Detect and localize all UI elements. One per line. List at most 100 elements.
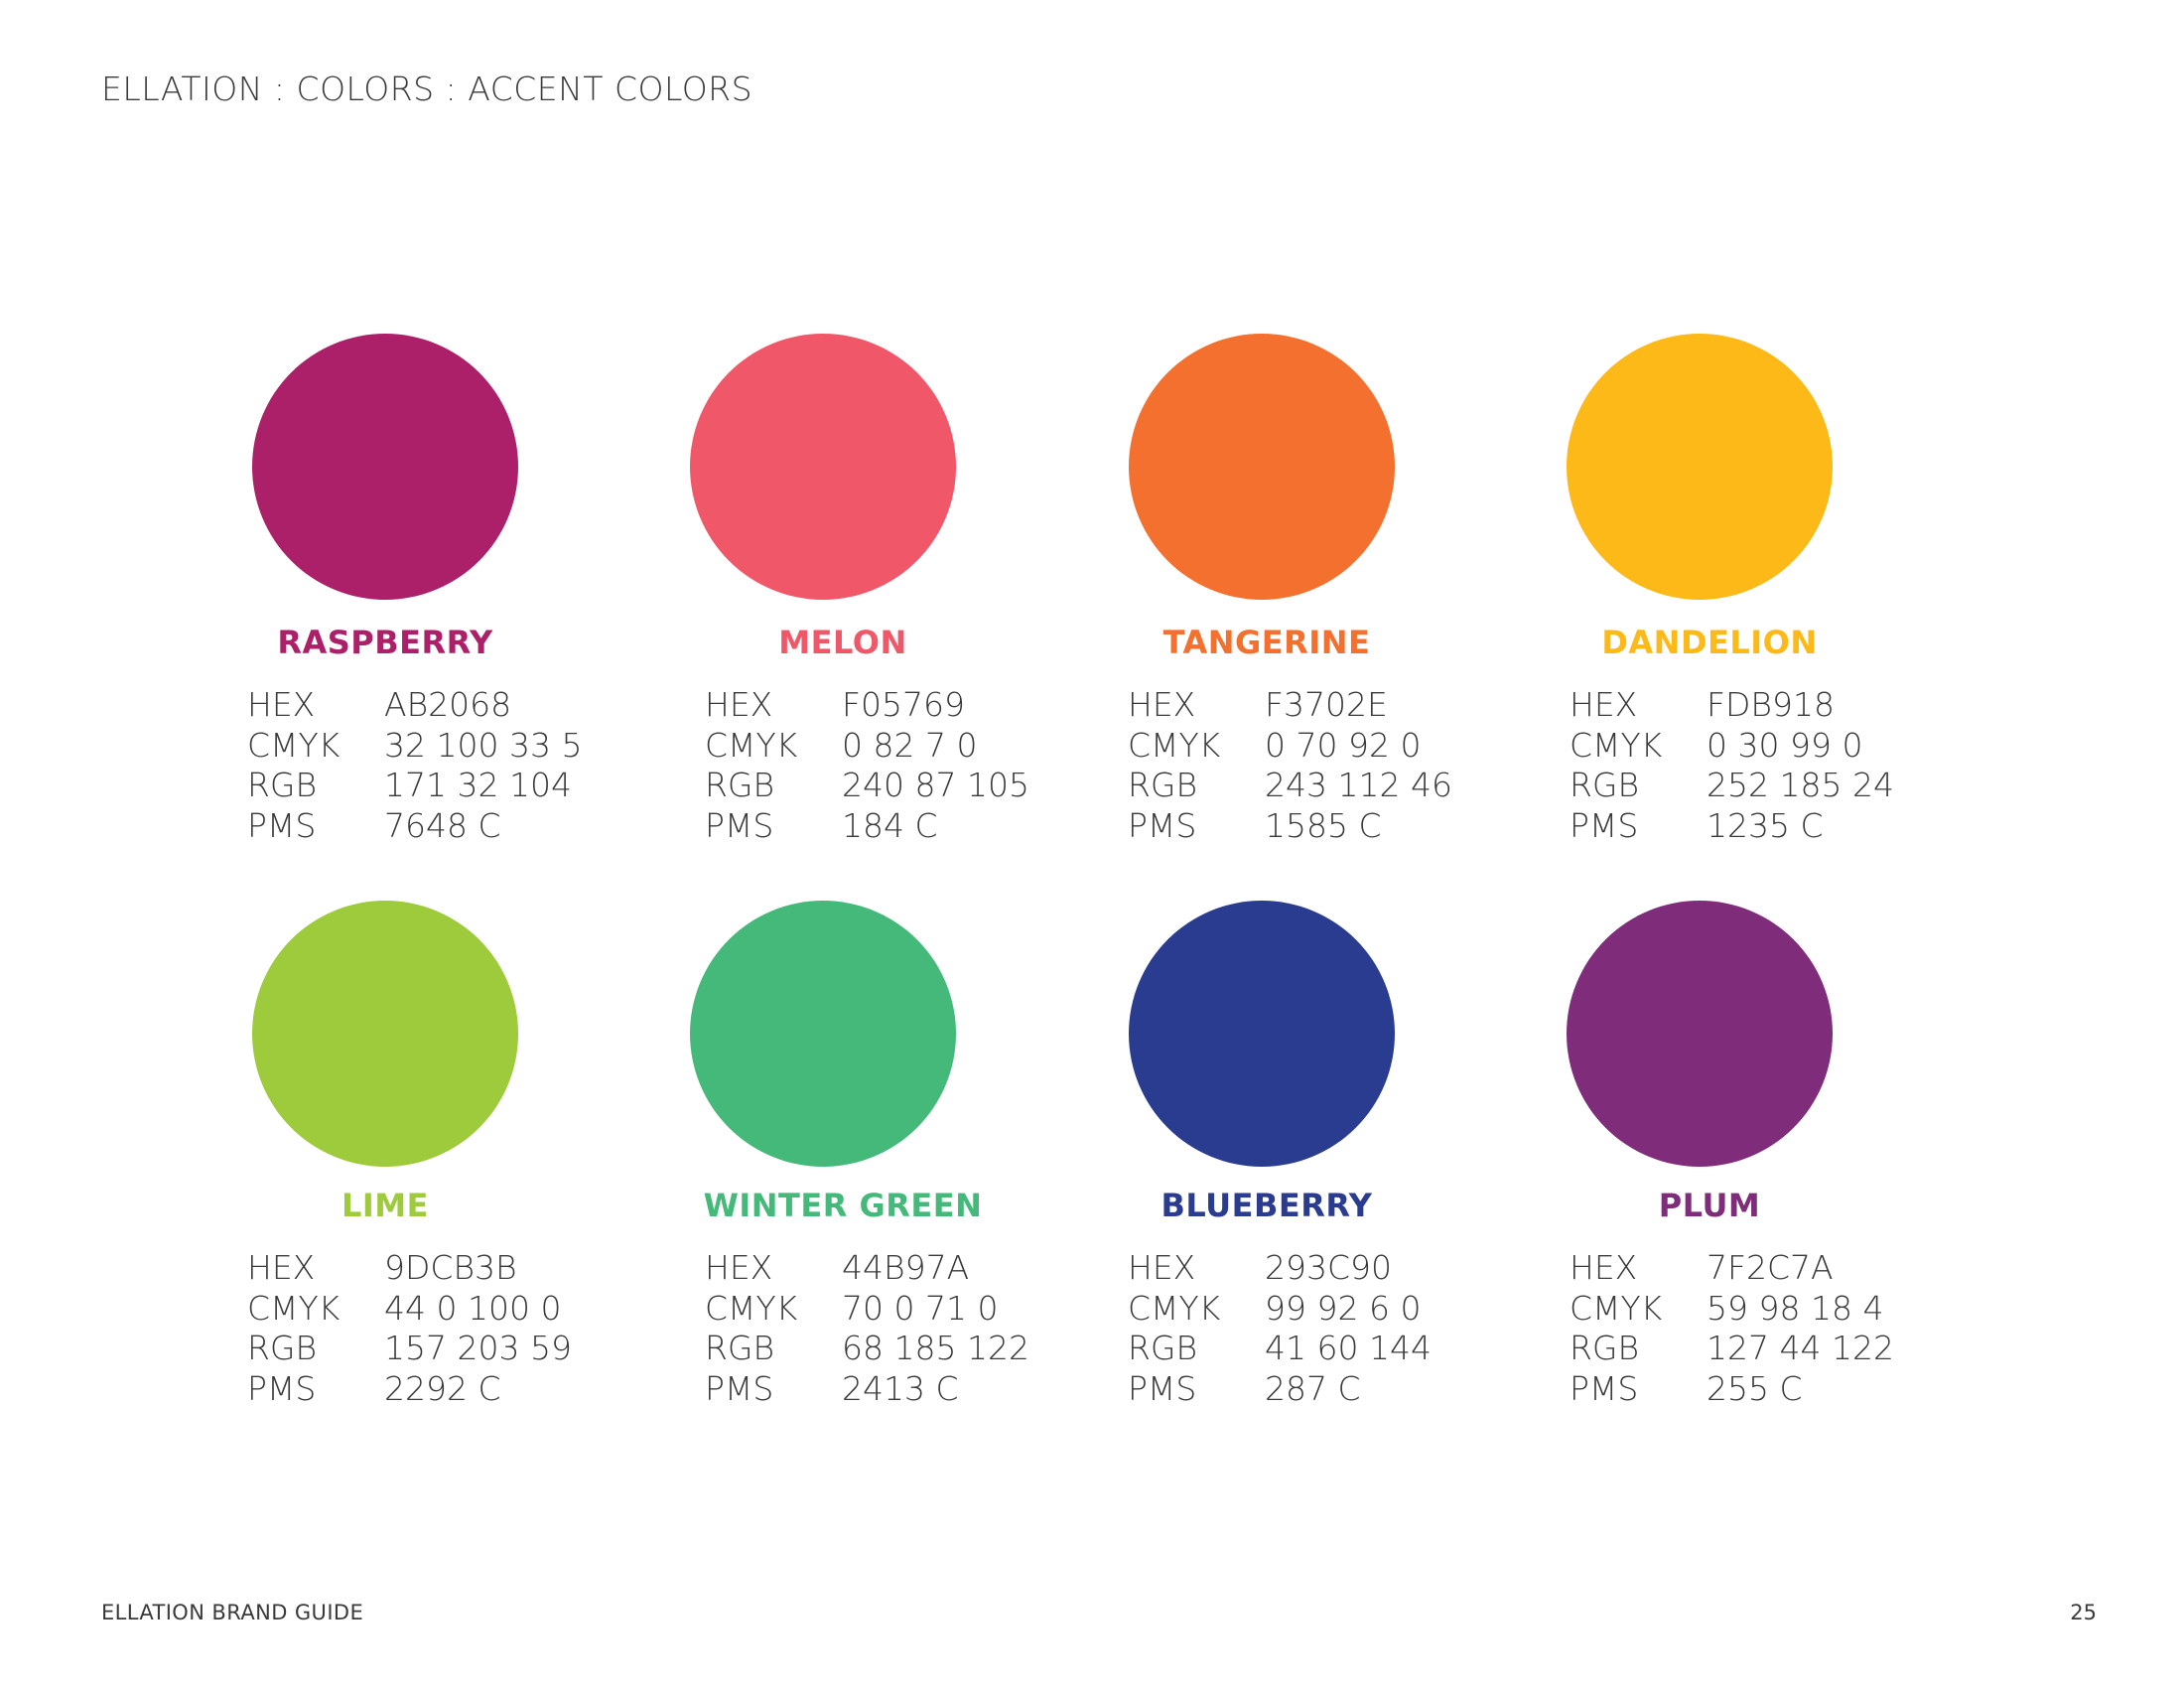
spec-value-cmyk: 0 82 7 0 [842,725,978,765]
color-circle [690,901,956,1167]
spec-value-hex: 293C90 [1265,1248,1393,1287]
spec-value-cmyk: 70 0 71 0 [842,1288,999,1328]
spec-label-pms: PMS [1570,805,1639,845]
spec-label-hex: HEX [1570,685,1638,724]
page-number: 25 [2070,1601,2097,1624]
spec-value-rgb: 171 32 104 [384,766,572,804]
spec-row-rgb: RGB 243 112 46 [1128,766,1452,806]
spec-label-hex: HEX [1128,685,1196,724]
spec-value-pms: 7648 C [384,805,501,845]
color-spec-table: HEX F3702E CMYK 0 70 92 0 RGB 243 112 46 PMS 15… [1128,685,1452,846]
spec-label-rgb: RGB [1570,766,1640,804]
spec-row-pms: PMS 1585 C [1128,806,1452,847]
spec-row-cmyk: CMYK 70 0 71 0 [705,1289,1029,1330]
spec-row-hex: HEX F3702E [1128,685,1452,726]
spec-row-cmyk: CMYK 32 100 33 5 [247,726,582,767]
spec-value-rgb: 41 60 144 [1265,1329,1432,1367]
spec-label-cmyk: CMYK [1570,725,1663,765]
spec-label-cmyk: CMYK [247,1288,341,1328]
color-name: TANGERINE [1162,624,1371,661]
spec-value-pms: 2413 C [842,1368,959,1408]
spec-label-rgb: RGB [705,1329,775,1367]
spec-value-hex: AB2068 [384,685,512,724]
color-circle [1567,901,1833,1167]
color-spec-table: HEX 44B97A CMYK 70 0 71 0 RGB 68 185 122 PMS 24… [705,1248,1029,1409]
spec-row-pms: PMS 287 C [1128,1369,1432,1410]
spec-label-pms: PMS [247,805,317,845]
spec-label-rgb: RGB [247,766,318,804]
spec-row-cmyk: CMYK 0 70 92 0 [1128,726,1452,767]
spec-row-pms: PMS 255 C [1570,1369,1894,1410]
spec-row-hex: HEX 7F2C7A [1570,1248,1894,1289]
spec-value-hex: 9DCB3B [384,1248,517,1287]
spec-label-rgb: RGB [1128,1329,1198,1367]
spec-row-pms: PMS 1235 C [1570,806,1894,847]
spec-label-rgb: RGB [247,1329,318,1367]
spec-value-cmyk: 32 100 33 5 [384,725,583,765]
spec-row-cmyk: CMYK 0 82 7 0 [705,726,1029,767]
spec-value-hex: FDB918 [1706,685,1835,724]
spec-label-rgb: RGB [1570,1329,1640,1367]
spec-row-hex: HEX 9DCB3B [247,1248,572,1289]
spec-value-cmyk: 59 98 18 4 [1706,1288,1884,1328]
spec-label-hex: HEX [247,685,316,724]
spec-row-hex: HEX F05769 [705,685,1029,726]
color-name: DANDELION [1601,624,1818,661]
spec-label-pms: PMS [1128,1368,1197,1408]
spec-value-rgb: 240 87 105 [842,766,1029,804]
color-spec-table: HEX F05769 CMYK 0 82 7 0 RGB 240 87 105 PMS 184… [705,685,1029,846]
spec-label-rgb: RGB [1128,766,1198,804]
spec-label-hex: HEX [705,1248,773,1287]
spec-label-pms: PMS [1128,805,1197,845]
color-spec-table: HEX FDB918 CMYK 0 30 99 0 RGB 252 185 24 PMS 12… [1570,685,1894,846]
spec-row-cmyk: CMYK 44 0 100 0 [247,1289,572,1330]
page-title: ELLATION : COLORS : ACCENT COLORS [101,70,753,108]
spec-value-rgb: 243 112 46 [1265,766,1452,804]
spec-row-cmyk: CMYK 99 92 6 0 [1128,1289,1432,1330]
color-name: LIME [341,1187,429,1224]
spec-value-cmyk: 99 92 6 0 [1265,1288,1422,1328]
color-name: RASPBERRY [277,624,493,661]
color-spec-table: HEX 9DCB3B CMYK 44 0 100 0 RGB 157 203 59 PMS 2… [247,1248,572,1409]
spec-row-hex: HEX FDB918 [1570,685,1894,726]
spec-value-hex: 7F2C7A [1706,1248,1834,1287]
color-circle [690,334,956,600]
spec-label-cmyk: CMYK [705,725,798,765]
spec-label-cmyk: CMYK [1128,1288,1221,1328]
color-spec-table: HEX AB2068 CMYK 32 100 33 5 RGB 171 32 104 PMS… [247,685,582,846]
spec-row-pms: PMS 2413 C [705,1369,1029,1410]
spec-row-rgb: RGB 157 203 59 [247,1329,572,1369]
spec-value-pms: 1235 C [1706,805,1824,845]
spec-row-pms: PMS 184 C [705,806,1029,847]
color-circle [1129,901,1395,1167]
color-name: MELON [778,624,907,661]
spec-row-rgb: RGB 41 60 144 [1128,1329,1432,1369]
spec-value-rgb: 157 203 59 [384,1329,572,1367]
spec-value-rgb: 68 185 122 [842,1329,1029,1367]
spec-label-pms: PMS [1570,1368,1639,1408]
spec-value-pms: 2292 C [384,1368,501,1408]
color-name: BLUEBERRY [1160,1187,1373,1224]
color-circle [252,334,518,600]
spec-label-pms: PMS [705,805,774,845]
spec-label-cmyk: CMYK [705,1288,798,1328]
spec-value-hex: 44B97A [842,1248,970,1287]
spec-value-pms: 184 C [842,805,938,845]
spec-label-pms: PMS [247,1368,317,1408]
spec-row-cmyk: CMYK 59 98 18 4 [1570,1289,1894,1330]
color-circle [1567,334,1833,600]
spec-label-pms: PMS [705,1368,774,1408]
color-spec-table: HEX 7F2C7A CMYK 59 98 18 4 RGB 127 44 122 PMS 2… [1570,1248,1894,1409]
spec-label-cmyk: CMYK [1570,1288,1663,1328]
color-spec-table: HEX 293C90 CMYK 99 92 6 0 RGB 41 60 144 PMS 287… [1128,1248,1432,1409]
spec-row-pms: PMS 7648 C [247,806,582,847]
color-name: PLUM [1658,1187,1761,1224]
spec-label-hex: HEX [247,1248,316,1287]
spec-label-cmyk: CMYK [247,725,341,765]
spec-value-rgb: 252 185 24 [1706,766,1894,804]
spec-label-hex: HEX [1570,1248,1638,1287]
spec-row-rgb: RGB 127 44 122 [1570,1329,1894,1369]
spec-row-rgb: RGB 68 185 122 [705,1329,1029,1369]
spec-label-cmyk: CMYK [1128,725,1221,765]
